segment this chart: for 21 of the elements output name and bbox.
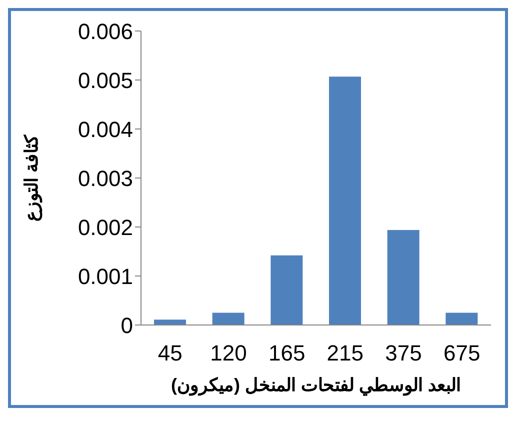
x-tick-label: 675	[443, 340, 480, 366]
x-tick-label: 120	[210, 340, 247, 366]
y-tick-label: 0.002	[78, 214, 133, 240]
bar	[270, 255, 303, 325]
y-tick-label: 0	[120, 312, 133, 338]
y-tick-label: 0.004	[78, 116, 133, 142]
bar	[387, 230, 420, 325]
bar	[446, 312, 478, 325]
y-tick-label: 0.005	[78, 68, 133, 93]
y-axis-title: كثافة التوزع	[21, 134, 42, 222]
x-tick-label: 215	[326, 340, 364, 366]
bar	[329, 76, 361, 325]
bar	[212, 312, 244, 325]
y-tick-label: 0.001	[78, 264, 133, 289]
x-tick-label: 165	[268, 340, 306, 366]
y-tick-label: 0.003	[78, 166, 133, 191]
bar	[154, 320, 186, 325]
x-tick-label: 45	[158, 340, 182, 366]
x-tick-label: 375	[385, 340, 422, 366]
y-tick-label: 0.006	[78, 18, 133, 44]
x-axis-title: البعد الوسطي لفتحات المنخل (ميكرون)	[171, 375, 461, 396]
